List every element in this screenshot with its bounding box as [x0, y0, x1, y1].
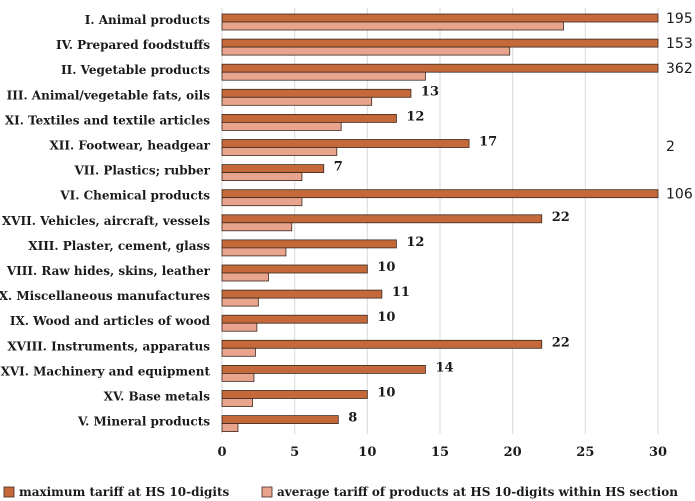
bar-avg-tariff	[221, 297, 259, 307]
data-label-max: 22	[552, 335, 570, 350]
bar-avg-tariff	[221, 272, 269, 282]
bar-avg-tariff	[221, 197, 303, 207]
bar-max-tariff	[221, 239, 397, 249]
bar-avg-tariff	[221, 372, 255, 382]
data-label-max: 153	[666, 36, 693, 52]
data-label-max: 10	[377, 260, 395, 275]
bar-avg-tariff	[221, 147, 338, 156]
category-label: XI. Textiles and textile articles	[5, 113, 210, 127]
x-tick-label: 30	[649, 445, 667, 460]
bar-avg-tariff	[221, 398, 253, 407]
x-tick-label: 25	[576, 445, 594, 460]
bar-avg-tariff	[221, 96, 373, 106]
category-label: XVI. Machinery and equipment	[1, 364, 211, 378]
bar-avg-tariff	[221, 247, 287, 257]
extra-data-label: 2	[666, 139, 675, 155]
data-label-max: 12	[406, 109, 424, 124]
category-label: III. Animal/vegetable fats, oils	[7, 88, 211, 102]
data-label-max: 17	[479, 135, 497, 150]
data-label-max: 362	[666, 61, 693, 77]
category-label: VIII. Raw hides, skins, leather	[6, 264, 211, 278]
data-label-max: 12	[406, 235, 424, 250]
bar-max-tariff	[221, 364, 426, 374]
bar-avg-tariff	[221, 46, 511, 56]
bar-max-tariff	[221, 189, 659, 199]
bar-max-tariff	[221, 390, 368, 399]
category-label: I. Animal products	[85, 13, 210, 27]
category-label: IX. Wood and articles of wood	[10, 314, 211, 328]
data-label-max: 13	[421, 84, 439, 99]
data-label-max: 8	[348, 411, 357, 426]
bar-avg-tariff	[221, 172, 303, 182]
category-label: XV. Base metals	[104, 390, 211, 404]
data-label-max: 195	[666, 11, 693, 27]
x-tick-label: 15	[431, 445, 449, 460]
category-label: XVIII. Instruments, apparatus	[7, 339, 210, 353]
data-label-max: 11	[392, 285, 410, 300]
bar-avg-tariff	[221, 222, 293, 232]
bar-avg-tariff	[221, 423, 239, 433]
bar-max-tariff	[221, 63, 659, 73]
bar-max-tariff	[221, 264, 368, 274]
bar-max-tariff	[221, 114, 397, 123]
legend-swatch-avg	[261, 486, 273, 498]
bars	[221, 13, 659, 433]
bar-max-tariff	[221, 38, 659, 48]
bar-max-tariff	[221, 339, 543, 349]
x-tick-label: 20	[504, 445, 522, 460]
category-label: II. Vegetable products	[61, 63, 210, 77]
legend-swatch-max	[3, 486, 15, 498]
x-tick-label: 0	[217, 445, 226, 460]
category-label: V. Mineral products	[77, 415, 210, 429]
bar-max-tariff	[221, 88, 412, 98]
data-label-max: 22	[552, 210, 570, 225]
x-tick-label: 5	[290, 445, 299, 460]
x-axis-ticks: 0 5 10 15 20 25 30	[217, 445, 667, 460]
category-label: IV. Prepared foodstuffs	[56, 38, 210, 52]
data-label-max: 106	[666, 187, 693, 203]
bar-avg-tariff	[221, 347, 256, 357]
data-label-max: 7	[334, 160, 343, 175]
bar-max-tariff	[221, 314, 368, 324]
legend-label-max: maximum tariff at HS 10-digits	[19, 485, 230, 499]
data-label-max: 10	[377, 310, 395, 325]
data-label-max: 14	[435, 360, 453, 375]
bar-max-tariff	[221, 164, 325, 174]
x-tick-label: 10	[358, 445, 376, 460]
data-label-max: 10	[377, 386, 395, 401]
category-label: XVII. Vehicles, aircraft, vessels	[2, 214, 210, 228]
legend: maximum tariff at HS 10-digits average t…	[3, 485, 678, 499]
category-label: XIII. Plaster, cement, glass	[28, 239, 210, 253]
bar-max-tariff	[221, 289, 383, 299]
bar-avg-tariff	[221, 322, 258, 332]
category-label: VI. Chemical products	[59, 189, 210, 203]
category-labels: I. Animal products IV. Prepared foodstuff…	[0, 13, 211, 429]
category-label: VII. Plastics; rubber	[73, 164, 210, 178]
bar-avg-tariff	[221, 21, 564, 31]
bar-max-tariff	[221, 139, 470, 148]
bar-max-tariff	[221, 13, 659, 23]
category-label: XX. Miscellaneous manufactures	[0, 289, 210, 303]
bar-avg-tariff	[221, 122, 342, 131]
legend-label-avg: average tariff of products at HS 10-digi…	[277, 485, 678, 499]
data-labels: 195 153 362 13 12 17 7 106 22 12 10 11 10 22 14 10 8	[334, 11, 693, 426]
bar-max-tariff	[221, 415, 339, 425]
bar-max-tariff	[221, 214, 543, 224]
bar-avg-tariff	[221, 71, 426, 81]
category-label: XII. Footwear, headgear	[50, 139, 211, 153]
